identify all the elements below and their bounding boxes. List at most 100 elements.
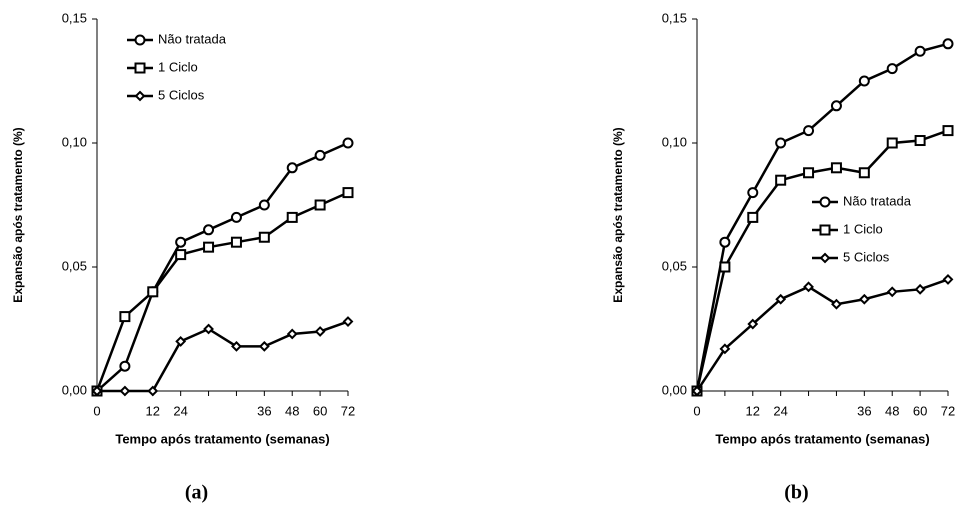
legend-marker bbox=[819, 224, 831, 236]
x-tick-label: 12 bbox=[146, 403, 160, 418]
marker bbox=[914, 45, 926, 57]
series-line bbox=[95, 191, 349, 392]
marker bbox=[858, 167, 870, 179]
x-tick-label: 36 bbox=[257, 403, 271, 418]
y-tick-label: 0,05 bbox=[662, 258, 687, 273]
marker bbox=[286, 211, 298, 223]
y-tick-label: 0,10 bbox=[662, 134, 687, 149]
legend-label: 1 Ciclo bbox=[843, 221, 883, 236]
marker bbox=[719, 343, 731, 355]
marker bbox=[719, 236, 731, 248]
y-tick-label: 0,15 bbox=[662, 10, 687, 25]
marker bbox=[231, 340, 242, 352]
caption: (b) bbox=[784, 482, 808, 504]
y-tick-label: 0,00 bbox=[662, 382, 687, 397]
y-tick-label: 0,00 bbox=[62, 382, 87, 397]
marker bbox=[691, 385, 703, 397]
legend-label: Não tratada bbox=[843, 193, 912, 208]
marker bbox=[886, 137, 898, 149]
marker bbox=[747, 211, 759, 223]
x-axis-title: Tempo após tratamento (semanas) bbox=[115, 431, 329, 446]
x-tick-label: 48 bbox=[885, 403, 899, 418]
marker bbox=[314, 326, 326, 337]
marker bbox=[942, 125, 954, 137]
marker bbox=[258, 199, 270, 211]
marker bbox=[719, 261, 731, 273]
x-tick-label: 0 bbox=[693, 403, 700, 418]
x-tick-label: 60 bbox=[313, 403, 327, 418]
marker bbox=[175, 249, 187, 261]
marker bbox=[342, 187, 354, 199]
marker bbox=[203, 323, 214, 335]
marker bbox=[858, 293, 870, 305]
series-line bbox=[97, 320, 349, 393]
marker bbox=[230, 211, 242, 223]
marker bbox=[119, 385, 131, 397]
y-tick-label: 0,05 bbox=[62, 258, 87, 273]
marker bbox=[803, 281, 814, 293]
x-tick-label: 72 bbox=[941, 403, 955, 418]
marker bbox=[91, 385, 103, 397]
marker bbox=[258, 340, 270, 352]
legend-label: 1 Ciclo bbox=[158, 59, 198, 74]
caption: (a) bbox=[185, 482, 208, 504]
marker bbox=[747, 318, 759, 330]
marker bbox=[831, 298, 842, 310]
marker bbox=[286, 162, 298, 174]
marker bbox=[230, 236, 242, 248]
series-line bbox=[695, 42, 949, 392]
legend-marker bbox=[134, 90, 146, 102]
marker bbox=[147, 385, 159, 397]
x-tick-label: 24 bbox=[773, 403, 787, 418]
legend-marker bbox=[819, 252, 831, 264]
y-tick-label: 0,10 bbox=[62, 134, 87, 149]
marker bbox=[119, 360, 131, 372]
y-axis-title: Expansão após tratamento (%) bbox=[611, 127, 625, 302]
marker bbox=[803, 167, 815, 179]
marker bbox=[286, 328, 298, 340]
series-line bbox=[695, 278, 949, 392]
legend-marker bbox=[134, 62, 146, 74]
x-tick-label: 60 bbox=[913, 403, 927, 418]
marker bbox=[803, 125, 815, 137]
legend-marker bbox=[819, 196, 831, 208]
marker bbox=[775, 174, 787, 186]
series-line bbox=[96, 141, 349, 392]
marker bbox=[147, 286, 159, 298]
marker bbox=[886, 63, 898, 75]
marker bbox=[314, 199, 326, 211]
x-tick-label: 36 bbox=[857, 403, 871, 418]
legend-label: 5 Ciclos bbox=[158, 87, 205, 102]
marker bbox=[258, 231, 270, 243]
x-tick-label: 0 bbox=[93, 403, 100, 418]
x-tick-label: 48 bbox=[285, 403, 299, 418]
marker bbox=[314, 149, 326, 161]
x-tick-label: 12 bbox=[746, 403, 760, 418]
marker bbox=[830, 162, 842, 174]
marker bbox=[858, 75, 870, 87]
marker bbox=[775, 137, 787, 149]
marker bbox=[914, 135, 926, 147]
x-axis-title: Tempo após tratamento (semanas) bbox=[715, 431, 929, 446]
series-line bbox=[695, 129, 949, 392]
x-tick-label: 72 bbox=[341, 403, 355, 418]
marker bbox=[175, 236, 187, 248]
marker bbox=[830, 100, 842, 112]
marker bbox=[342, 137, 354, 149]
x-tick-label: 24 bbox=[173, 403, 187, 418]
marker bbox=[747, 187, 759, 199]
marker bbox=[775, 293, 787, 305]
legend-label: Não tratada bbox=[158, 31, 227, 46]
marker bbox=[886, 286, 898, 298]
marker bbox=[342, 316, 354, 327]
legend-label: 5 Ciclos bbox=[843, 249, 890, 264]
marker bbox=[942, 273, 954, 285]
marker bbox=[914, 283, 926, 295]
marker bbox=[203, 224, 215, 236]
y-axis-title: Expansão após tratamento (%) bbox=[11, 127, 25, 302]
marker bbox=[203, 241, 215, 253]
marker bbox=[175, 335, 187, 347]
marker bbox=[942, 38, 954, 50]
legend-marker bbox=[134, 34, 146, 46]
